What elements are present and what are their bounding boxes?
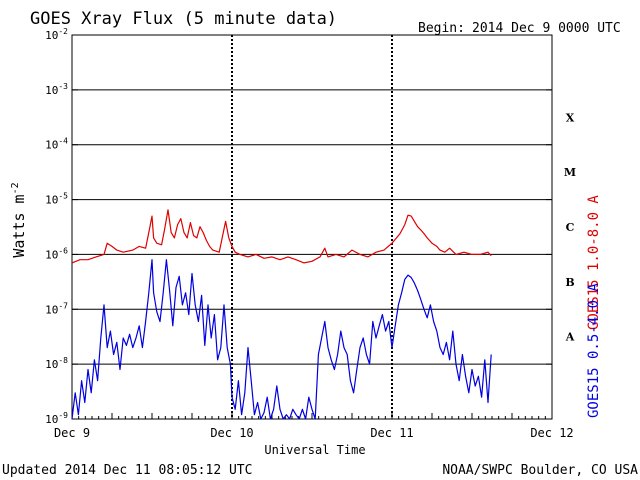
y-tick-base: 10 — [45, 303, 58, 316]
flare-class-B: B — [565, 276, 574, 289]
y-tick-label: 10-3 — [45, 82, 68, 97]
series-line-1 — [71, 259, 492, 420]
y-tick-base: 10 — [45, 358, 58, 371]
x-tick-label: Dec 12 — [530, 426, 573, 440]
y-axis-label-exponent: -2 — [10, 182, 21, 194]
y-axis-label-text: Watts m — [10, 194, 28, 257]
y-tick-exponent: -2 — [58, 27, 68, 36]
legend-short-group: GOES15 0.5-4.0 A — [586, 283, 602, 418]
y-axis-label: Watts m-2 — [10, 182, 28, 257]
y-tick-label: 10-8 — [45, 356, 68, 371]
y-tick-exponent: -5 — [58, 192, 68, 201]
legend-long-channel: GOES15 1.0-8.0 A — [586, 195, 602, 330]
y-tick-label: 10-5 — [45, 192, 68, 207]
y-tick-base: 10 — [45, 248, 58, 261]
y-tick-label: 10-2 — [45, 27, 68, 42]
y-axis-label-group: Watts m-2 — [10, 182, 28, 257]
y-tick-base: 10 — [45, 194, 58, 207]
x-tick-label: Dec 10 — [210, 426, 253, 440]
series-line-0 — [71, 209, 492, 264]
chart-title: GOES Xray Flux (5 minute data) — [30, 9, 337, 29]
flare-class-C: C — [566, 221, 575, 234]
y-tick-label: 10-4 — [45, 137, 68, 152]
x-tick-label: Dec 9 — [54, 426, 90, 440]
x-tick-labels: Dec 9 Dec 10 Dec 11 Dec 12 — [54, 413, 574, 440]
y-tick-exponent: -8 — [58, 356, 68, 365]
y-tick-exponent: -4 — [58, 137, 68, 146]
y-tick-labels: 10-910-810-710-610-510-410-310-2 — [45, 27, 552, 426]
y-tick-exponent: -9 — [58, 411, 68, 420]
plot-frame — [71, 34, 553, 420]
footer-updated: Updated 2014 Dec 11 08:05:12 UTC — [2, 463, 252, 478]
x-tick-label: Dec 11 — [370, 426, 413, 440]
series-layer — [71, 209, 492, 420]
grid-layer — [72, 35, 552, 419]
y-tick-label: 10-7 — [45, 301, 68, 316]
y-tick-base: 10 — [45, 413, 58, 426]
flare-class-X: X — [566, 111, 575, 124]
y-tick-base: 10 — [45, 139, 58, 152]
y-tick-exponent: -3 — [58, 82, 68, 91]
legend-long-group: GOES15 1.0-8.0 A — [586, 195, 602, 330]
flare-class-A: A — [565, 331, 575, 344]
footer-source: NOAA/SWPC Boulder, CO USA — [442, 463, 638, 478]
x-axis-label: Universal Time — [264, 443, 365, 457]
begin-value: 2014 Dec 9 0000 UTC — [472, 21, 621, 36]
begin-label: Begin: — [418, 21, 465, 36]
y-tick-exponent: -6 — [58, 246, 68, 255]
legend-short-channel: GOES15 0.5-4.0 A — [586, 283, 602, 418]
y-tick-base: 10 — [45, 29, 58, 42]
flare-class-labels: A B C M X — [564, 111, 576, 343]
y-tick-exponent: -7 — [58, 301, 68, 310]
y-tick-base: 10 — [45, 84, 58, 97]
y-tick-label: 10-9 — [45, 411, 68, 426]
y-tick-label: 10-6 — [45, 246, 68, 261]
flare-class-M: M — [564, 166, 576, 179]
